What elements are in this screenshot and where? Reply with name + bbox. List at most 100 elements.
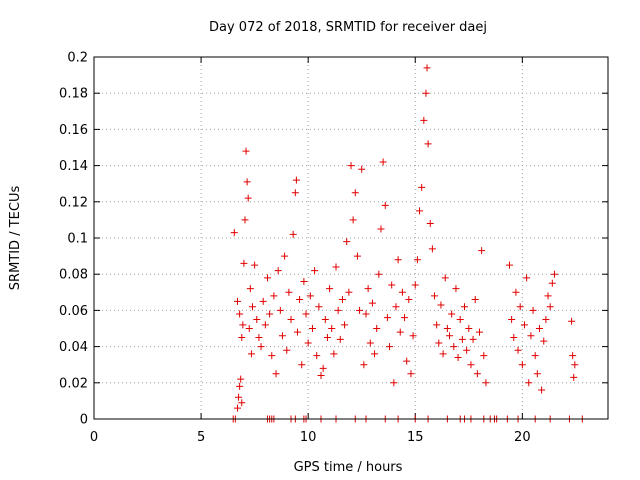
data-point — [454, 353, 462, 361]
data-point — [319, 364, 327, 372]
data-point — [238, 399, 246, 407]
data-point — [300, 277, 308, 285]
data-point — [358, 165, 366, 173]
data-point — [338, 296, 346, 304]
data-point — [381, 201, 389, 209]
y-tick-label: 0.14 — [59, 159, 88, 174]
y-tick-label: 0.18 — [59, 87, 88, 102]
data-point — [321, 315, 329, 323]
data-point — [241, 216, 249, 224]
data-point — [240, 259, 248, 267]
data-point — [347, 162, 355, 170]
data-point — [411, 281, 419, 289]
y-tick-label: 0.2 — [67, 51, 88, 66]
data-point — [293, 328, 301, 336]
data-point — [317, 372, 325, 380]
x-tick-label: 15 — [407, 430, 424, 445]
x-axis-label: GPS time / hours — [294, 460, 403, 475]
data-point — [230, 229, 238, 237]
data-point — [236, 310, 244, 318]
data-point — [508, 315, 516, 323]
data-point — [248, 303, 256, 311]
data-point — [390, 379, 398, 387]
y-tick-label: 0 — [80, 413, 88, 428]
data-point — [383, 314, 391, 322]
data-point — [296, 296, 304, 304]
data-point — [246, 285, 254, 293]
data-point — [263, 274, 271, 282]
data-point — [394, 256, 402, 264]
data-point — [523, 274, 531, 282]
gridlines — [94, 57, 608, 419]
data-point — [261, 321, 269, 329]
data-point — [349, 216, 357, 224]
data-point — [426, 220, 434, 228]
data-point — [351, 189, 359, 197]
data-point — [529, 306, 537, 314]
data-point — [243, 178, 251, 186]
data-point — [270, 292, 278, 300]
data-point — [386, 343, 394, 351]
data-point — [343, 238, 351, 246]
data-point — [443, 325, 451, 332]
data-point — [328, 325, 336, 332]
x-tick-label: 10 — [300, 430, 317, 445]
data-point — [298, 361, 306, 369]
data-point — [251, 261, 259, 269]
y-tick-label: 0.1 — [67, 232, 88, 247]
data-points — [229, 64, 586, 423]
y-tick-label: 0.12 — [59, 195, 88, 210]
y-tick-label: 0.06 — [59, 304, 88, 319]
data-point — [237, 375, 245, 383]
data-point — [448, 310, 456, 318]
data-point — [450, 343, 458, 351]
data-point — [463, 346, 471, 354]
data-point — [418, 183, 426, 191]
data-point — [480, 352, 488, 360]
data-point — [244, 194, 252, 202]
y-tick-label: 0.08 — [59, 268, 88, 283]
chart-title: Day 072 of 2018, SRMTID for receiver dae… — [209, 20, 487, 35]
data-point — [401, 314, 409, 322]
data-point — [512, 288, 520, 296]
data-point — [435, 339, 443, 347]
data-point — [366, 339, 374, 347]
data-point — [458, 335, 466, 343]
data-point — [315, 303, 323, 311]
data-point — [364, 285, 372, 293]
data-point — [239, 321, 247, 329]
plot-frame — [93, 56, 609, 420]
data-point — [518, 361, 526, 369]
data-point — [336, 335, 344, 343]
data-point — [398, 288, 406, 296]
data-point — [476, 328, 483, 336]
y-tick-label: 0.04 — [59, 340, 88, 355]
data-point — [535, 325, 543, 332]
data-point — [334, 306, 342, 314]
data-point — [527, 332, 535, 340]
data-point — [456, 315, 464, 323]
data-point — [356, 306, 364, 314]
data-point — [531, 352, 539, 360]
data-point — [313, 352, 321, 360]
data-point — [266, 310, 274, 318]
data-point — [306, 292, 314, 300]
data-point — [353, 252, 361, 260]
data-point — [525, 379, 533, 387]
data-point — [311, 267, 319, 275]
data-point — [379, 158, 387, 166]
data-point — [278, 332, 286, 340]
data-point — [287, 315, 295, 323]
data-point — [424, 140, 432, 148]
data-point — [236, 382, 244, 390]
data-point — [431, 292, 439, 300]
data-point — [272, 370, 280, 378]
data-point — [233, 404, 241, 412]
data-point — [259, 297, 267, 305]
data-point — [368, 299, 376, 307]
data-point — [510, 334, 518, 342]
data-point — [396, 328, 404, 336]
data-point — [478, 247, 486, 255]
data-point — [291, 189, 299, 197]
data-point — [569, 352, 577, 360]
